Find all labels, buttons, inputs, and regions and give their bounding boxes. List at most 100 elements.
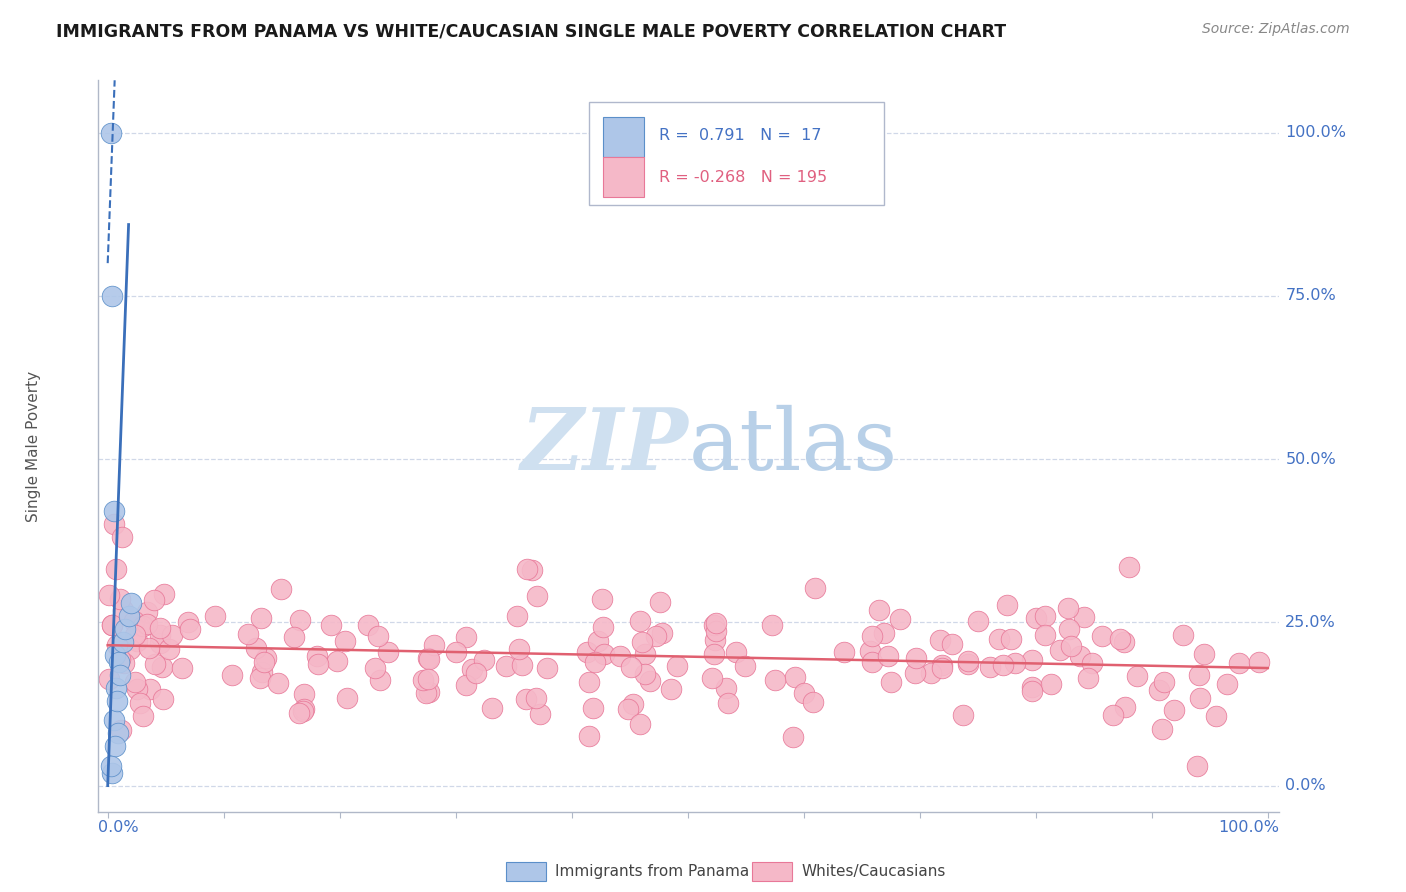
Point — [586, 634, 609, 648]
Point — [628, 615, 651, 629]
Point — [307, 648, 329, 663]
Point — [416, 651, 439, 665]
Point — [267, 676, 290, 690]
Point — [377, 645, 399, 659]
Point — [1188, 668, 1211, 682]
Point — [124, 628, 146, 642]
Point — [524, 691, 547, 706]
Point — [364, 661, 387, 675]
Point — [98, 673, 121, 687]
Point — [152, 691, 174, 706]
Point — [593, 647, 616, 661]
Point — [616, 702, 638, 716]
Point — [292, 702, 315, 716]
Point — [1021, 653, 1043, 667]
Point — [651, 626, 673, 640]
Point — [763, 673, 786, 687]
Point — [1057, 622, 1080, 636]
Point — [1118, 559, 1140, 574]
Point — [245, 640, 267, 655]
Point — [1101, 708, 1123, 723]
Point — [703, 647, 725, 661]
Point — [1039, 677, 1062, 691]
Point — [253, 655, 276, 669]
Point — [100, 126, 122, 140]
Text: R =  0.791   N =  17: R = 0.791 N = 17 — [659, 128, 823, 144]
Point — [591, 591, 613, 606]
Point — [418, 685, 440, 699]
Point — [991, 657, 1014, 672]
Point — [249, 671, 271, 685]
Point — [979, 660, 1001, 674]
Point — [114, 622, 136, 636]
Point — [104, 739, 127, 754]
Point — [1091, 629, 1114, 643]
Point — [634, 666, 657, 681]
Point — [988, 632, 1011, 646]
Point — [1112, 635, 1135, 649]
Point — [506, 608, 529, 623]
Point — [734, 659, 756, 673]
Point — [367, 629, 389, 643]
Text: IMMIGRANTS FROM PANAMA VS WHITE/CAUCASIAN SINGLE MALE POVERTY CORRELATION CHART: IMMIGRANTS FROM PANAMA VS WHITE/CAUCASIA… — [56, 22, 1007, 40]
Point — [1114, 700, 1136, 714]
Point — [100, 759, 122, 773]
Point — [464, 665, 486, 680]
Point — [221, 668, 243, 682]
Point — [644, 629, 666, 643]
Point — [103, 714, 125, 728]
Point — [941, 637, 963, 651]
Point — [120, 596, 142, 610]
Point — [111, 635, 134, 649]
Point — [508, 642, 530, 657]
Point — [444, 645, 467, 659]
Point — [418, 672, 440, 686]
Point — [104, 561, 127, 575]
Point — [412, 673, 434, 687]
Point — [761, 618, 783, 632]
Point — [956, 657, 979, 672]
Point — [1025, 611, 1047, 625]
Point — [785, 669, 807, 683]
Text: 0.0%: 0.0% — [98, 820, 139, 835]
Point — [648, 595, 671, 609]
Point — [103, 517, 125, 532]
Point — [1000, 632, 1022, 646]
Point — [904, 665, 927, 680]
Text: 0.0%: 0.0% — [1285, 778, 1326, 793]
Text: 25.0%: 25.0% — [1285, 615, 1336, 630]
Point — [1249, 656, 1271, 670]
Point — [356, 618, 378, 632]
Point — [1077, 671, 1099, 685]
Point — [481, 701, 503, 715]
Point — [659, 681, 682, 696]
Point — [592, 620, 614, 634]
Point — [454, 630, 477, 644]
Point — [703, 633, 725, 648]
Point — [1216, 677, 1239, 691]
Point — [105, 638, 128, 652]
Point — [714, 681, 737, 695]
Point — [112, 603, 135, 617]
Point — [125, 634, 148, 648]
Point — [124, 674, 146, 689]
Point — [204, 608, 226, 623]
Point — [578, 675, 600, 690]
FancyBboxPatch shape — [603, 117, 644, 157]
Point — [1057, 600, 1080, 615]
FancyBboxPatch shape — [603, 157, 644, 197]
Point — [107, 726, 129, 740]
Point — [170, 661, 193, 675]
Point — [928, 633, 950, 648]
Point — [135, 616, 157, 631]
Point — [108, 592, 131, 607]
Point — [143, 657, 166, 672]
Point — [631, 634, 654, 648]
Point — [111, 530, 134, 544]
Point — [138, 682, 160, 697]
Point — [582, 701, 605, 715]
Point — [804, 582, 827, 596]
Point — [108, 655, 131, 669]
Point — [150, 660, 173, 674]
Point — [860, 655, 883, 669]
